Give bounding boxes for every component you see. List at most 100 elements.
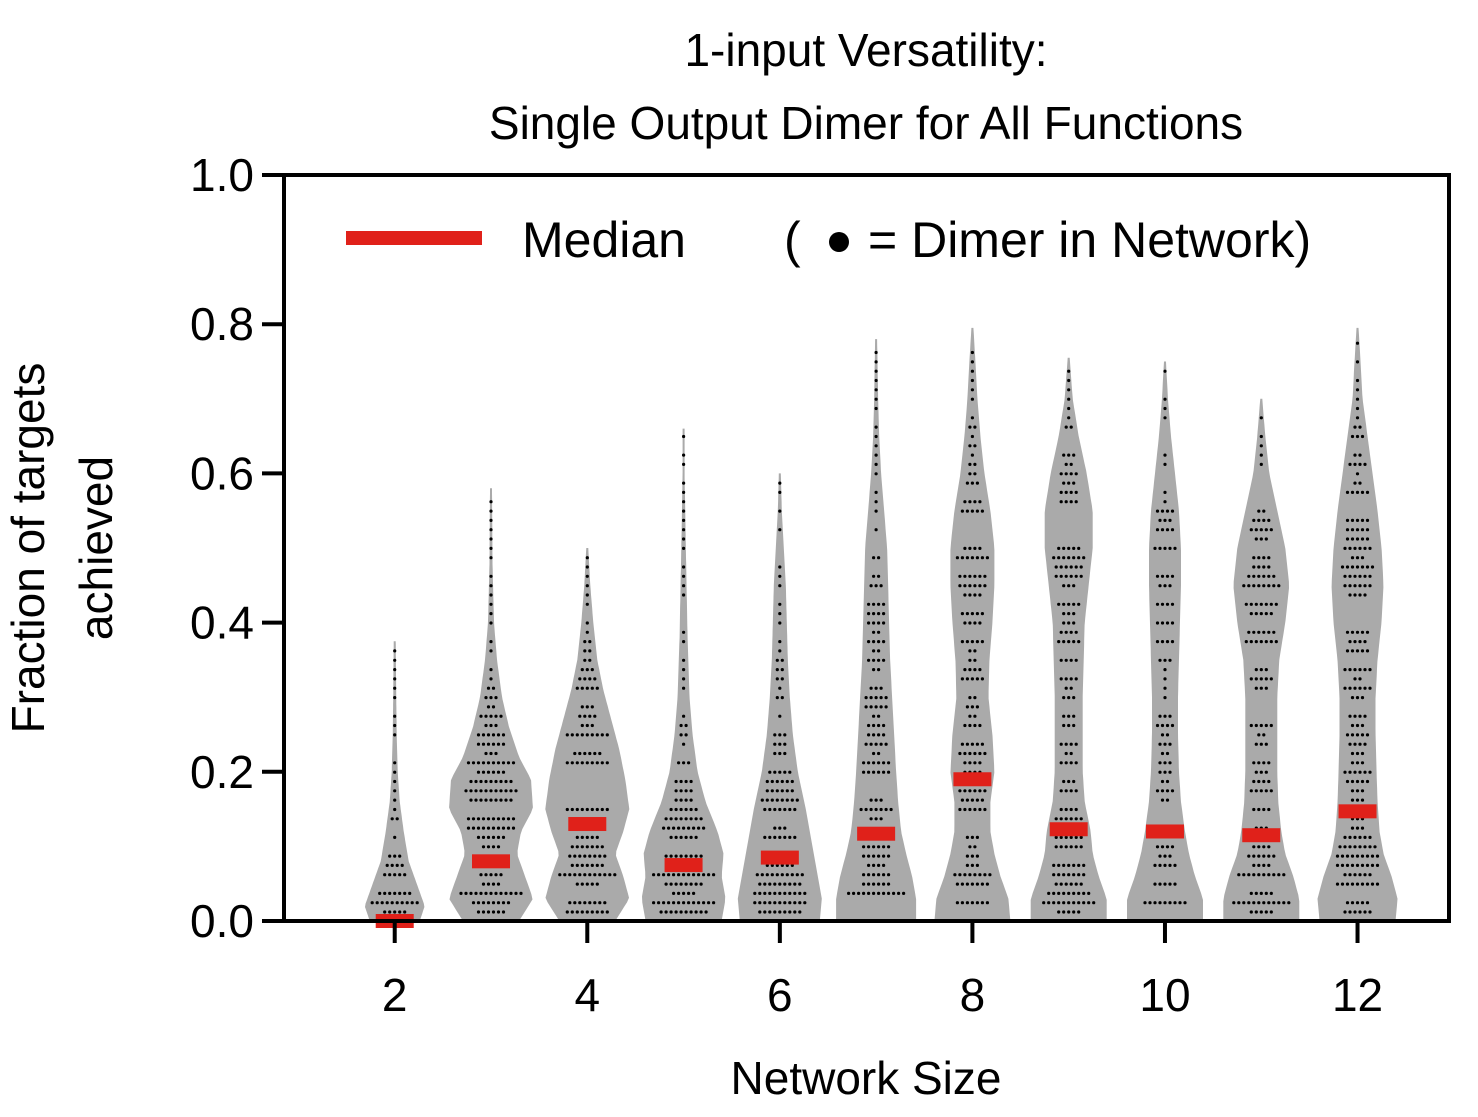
- dimer-dot: [978, 761, 982, 765]
- dimer-dot: [489, 751, 493, 756]
- dimer-dot: [466, 817, 471, 821]
- x-axis: 2 4 6 8 10 12: [382, 921, 1383, 1021]
- dimer-dot: [689, 882, 693, 886]
- dimer-dot: [1072, 612, 1076, 616]
- dimer-dot: [393, 910, 397, 914]
- dimer-dot: [884, 807, 888, 812]
- dimer-dot: [970, 705, 975, 709]
- dimer-dot: [874, 584, 878, 588]
- dimer-dot: [1067, 397, 1071, 401]
- x-tick-label: 6: [767, 969, 793, 1021]
- dimer-dot: [600, 761, 604, 765]
- dimer-dot: [877, 649, 881, 653]
- dimer-dot: [1345, 537, 1350, 541]
- dimer-dot: [869, 584, 873, 588]
- dimer-dot: [585, 565, 589, 569]
- dimer-dot: [1254, 723, 1258, 728]
- dimer-dot: [887, 845, 891, 849]
- dimer-dot: [980, 882, 985, 886]
- dimer-dot: [770, 863, 774, 868]
- dimer-dot: [1170, 723, 1175, 728]
- dimer-dot: [970, 854, 975, 858]
- dimer-dot: [469, 789, 473, 793]
- dimer-dot: [684, 789, 688, 793]
- dimer-dot: [1353, 462, 1357, 466]
- dimer-dot: [1269, 612, 1273, 616]
- dimer-dot: [1282, 901, 1286, 905]
- dimer-dot: [877, 891, 881, 896]
- dimer-dot: [494, 891, 498, 896]
- dimer-dot: [501, 817, 506, 821]
- dimer-dot: [973, 649, 977, 653]
- dimer-dot: [590, 733, 594, 737]
- dimer-dot: [1262, 779, 1266, 784]
- dimer-dot: [1345, 630, 1350, 634]
- dimer-dot: [1067, 901, 1071, 905]
- dimer-dot: [1173, 882, 1177, 886]
- violin-body: [1127, 361, 1203, 921]
- dimer-dot: [877, 658, 881, 662]
- dimer-dot: [867, 658, 871, 662]
- dimer-dot: [1069, 490, 1073, 494]
- dimer-dot: [489, 789, 493, 793]
- dimer-dot: [565, 733, 569, 737]
- dimer-dot: [1074, 490, 1078, 494]
- dimer-dot: [1277, 584, 1281, 588]
- dimer-dot: [1042, 901, 1046, 905]
- dimer-dot: [874, 425, 878, 429]
- dimer-dot: [1363, 686, 1367, 690]
- dimer-dot: [1160, 640, 1165, 644]
- dimer-dot: [1062, 453, 1066, 457]
- median-marker: [1049, 822, 1088, 837]
- dimer-dot: [662, 873, 666, 877]
- dimer-dot: [501, 733, 506, 737]
- dimer-dot: [689, 854, 693, 858]
- dimer-dot: [1269, 677, 1273, 681]
- dimer-dot: [877, 574, 881, 578]
- dimer-dot: [1360, 751, 1365, 756]
- dimer-dot: [590, 845, 594, 849]
- dimer-dot: [1267, 854, 1271, 858]
- dimer-dot: [712, 901, 716, 905]
- dimer-dot: [869, 696, 873, 700]
- dimer-dot: [874, 397, 878, 401]
- dimer-dot: [1077, 891, 1081, 896]
- dimer-dot: [970, 360, 975, 364]
- dimer-dot: [1079, 817, 1083, 821]
- dimer-dot: [1272, 584, 1276, 588]
- dimer-dot: [963, 668, 967, 672]
- dimer-dot: [1365, 630, 1370, 634]
- dimer-dot: [1067, 546, 1071, 551]
- dimer-dot: [1059, 565, 1063, 569]
- dimer-dot: [1252, 518, 1256, 523]
- dimer-dot: [1069, 658, 1073, 662]
- dimer-dot: [867, 602, 871, 606]
- dimer-dot: [1072, 621, 1076, 625]
- dimer-dot: [605, 733, 609, 737]
- dimer-dot: [780, 873, 784, 877]
- dimer-dot: [1353, 742, 1357, 746]
- dimer-dot: [1155, 845, 1160, 849]
- dimer-dot: [768, 910, 772, 914]
- dimer-dot: [877, 630, 881, 634]
- dimer-dot: [578, 873, 582, 877]
- dimer-dot: [494, 789, 498, 793]
- dimer-dot: [669, 835, 673, 840]
- dimer-dot: [1257, 584, 1261, 588]
- dimer-dot: [684, 807, 688, 812]
- dimer-dot: [1054, 565, 1058, 569]
- dimer-dot: [973, 761, 977, 765]
- dimer-dot: [968, 593, 972, 597]
- dimer-dot: [1249, 528, 1253, 532]
- dimer-dot: [393, 658, 397, 662]
- dimer-dot: [471, 761, 476, 765]
- dimer-dot: [963, 723, 967, 728]
- dimer-dot: [1249, 640, 1253, 644]
- median-marker: [568, 817, 607, 832]
- dimer-dot: [1355, 565, 1360, 569]
- dimer-dot: [496, 817, 501, 821]
- dimer-dot: [585, 807, 589, 812]
- dimer-dot: [965, 742, 970, 746]
- dimer-dot: [1358, 714, 1362, 718]
- dimer-dot: [1170, 640, 1175, 644]
